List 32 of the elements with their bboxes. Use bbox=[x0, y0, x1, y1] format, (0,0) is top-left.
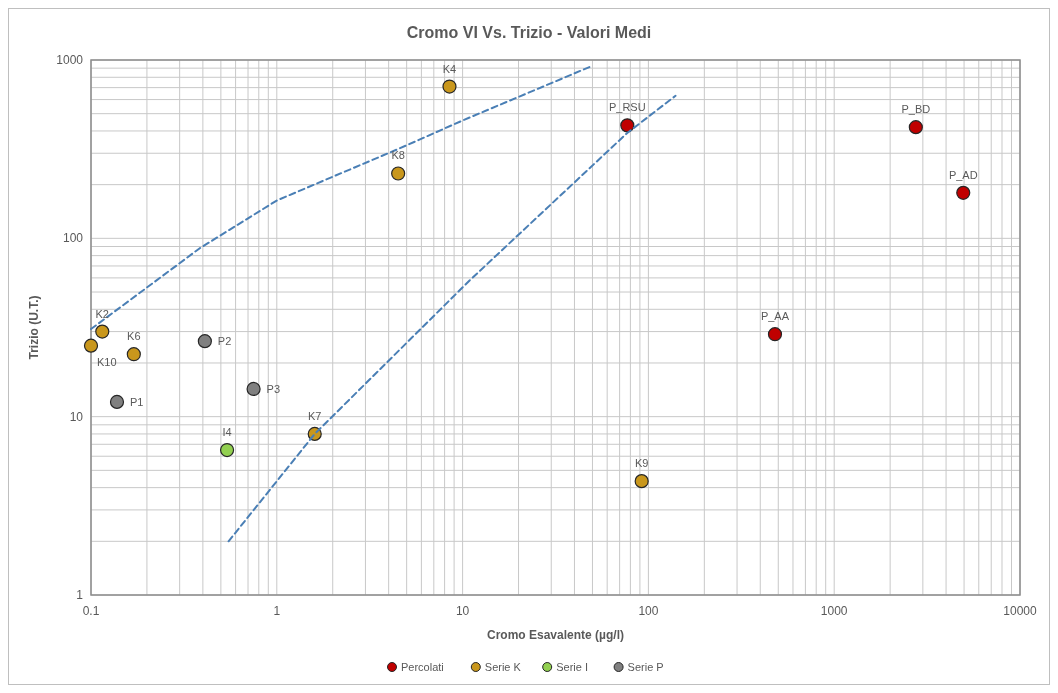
y-axis-title: Trizio (U.T.) bbox=[27, 295, 41, 360]
x-tick-label: 10000 bbox=[1003, 604, 1038, 618]
annotation: P3 bbox=[266, 382, 281, 395]
y-tick-label: 1000 bbox=[56, 53, 84, 67]
annotation: I4 bbox=[222, 426, 232, 439]
annotation: P_AD bbox=[948, 168, 978, 181]
annotation: K7 bbox=[307, 409, 322, 422]
annotation: P1 bbox=[129, 395, 144, 408]
y-tick-label: 1 bbox=[76, 588, 84, 602]
x-tick-label: 1000 bbox=[820, 604, 848, 618]
annotation: P2 bbox=[217, 335, 232, 348]
annotation: K10 bbox=[97, 355, 117, 368]
annotation: K8 bbox=[391, 149, 405, 162]
legend-label: Percolati bbox=[401, 661, 444, 673]
annotation: K2 bbox=[95, 307, 110, 320]
chart-title: Cromo VI Vs. Trizio - Valori Medi bbox=[406, 24, 652, 41]
annotation: K9 bbox=[634, 457, 649, 470]
x-tick-label: 100 bbox=[638, 604, 659, 618]
legend-label: Serie I bbox=[556, 661, 588, 673]
x-tick-label: 0.1 bbox=[82, 604, 100, 618]
annotation: P_AA bbox=[760, 310, 790, 323]
annotation: P_RSU bbox=[608, 101, 646, 114]
y-tick-label: 100 bbox=[62, 231, 84, 246]
x-tick-label: 10 bbox=[455, 604, 470, 618]
x-axis-title: Cromo Esavalente (µg/l) bbox=[487, 628, 624, 642]
annotation: K6 bbox=[127, 330, 141, 343]
y-tick-label: 10 bbox=[69, 409, 84, 424]
x-tick-label: 1 bbox=[273, 604, 281, 618]
annotation: K4 bbox=[442, 62, 457, 75]
legend-label: Serie K bbox=[484, 661, 522, 673]
legend-label: Serie P bbox=[627, 661, 664, 673]
annotation: P_BD bbox=[901, 103, 931, 116]
